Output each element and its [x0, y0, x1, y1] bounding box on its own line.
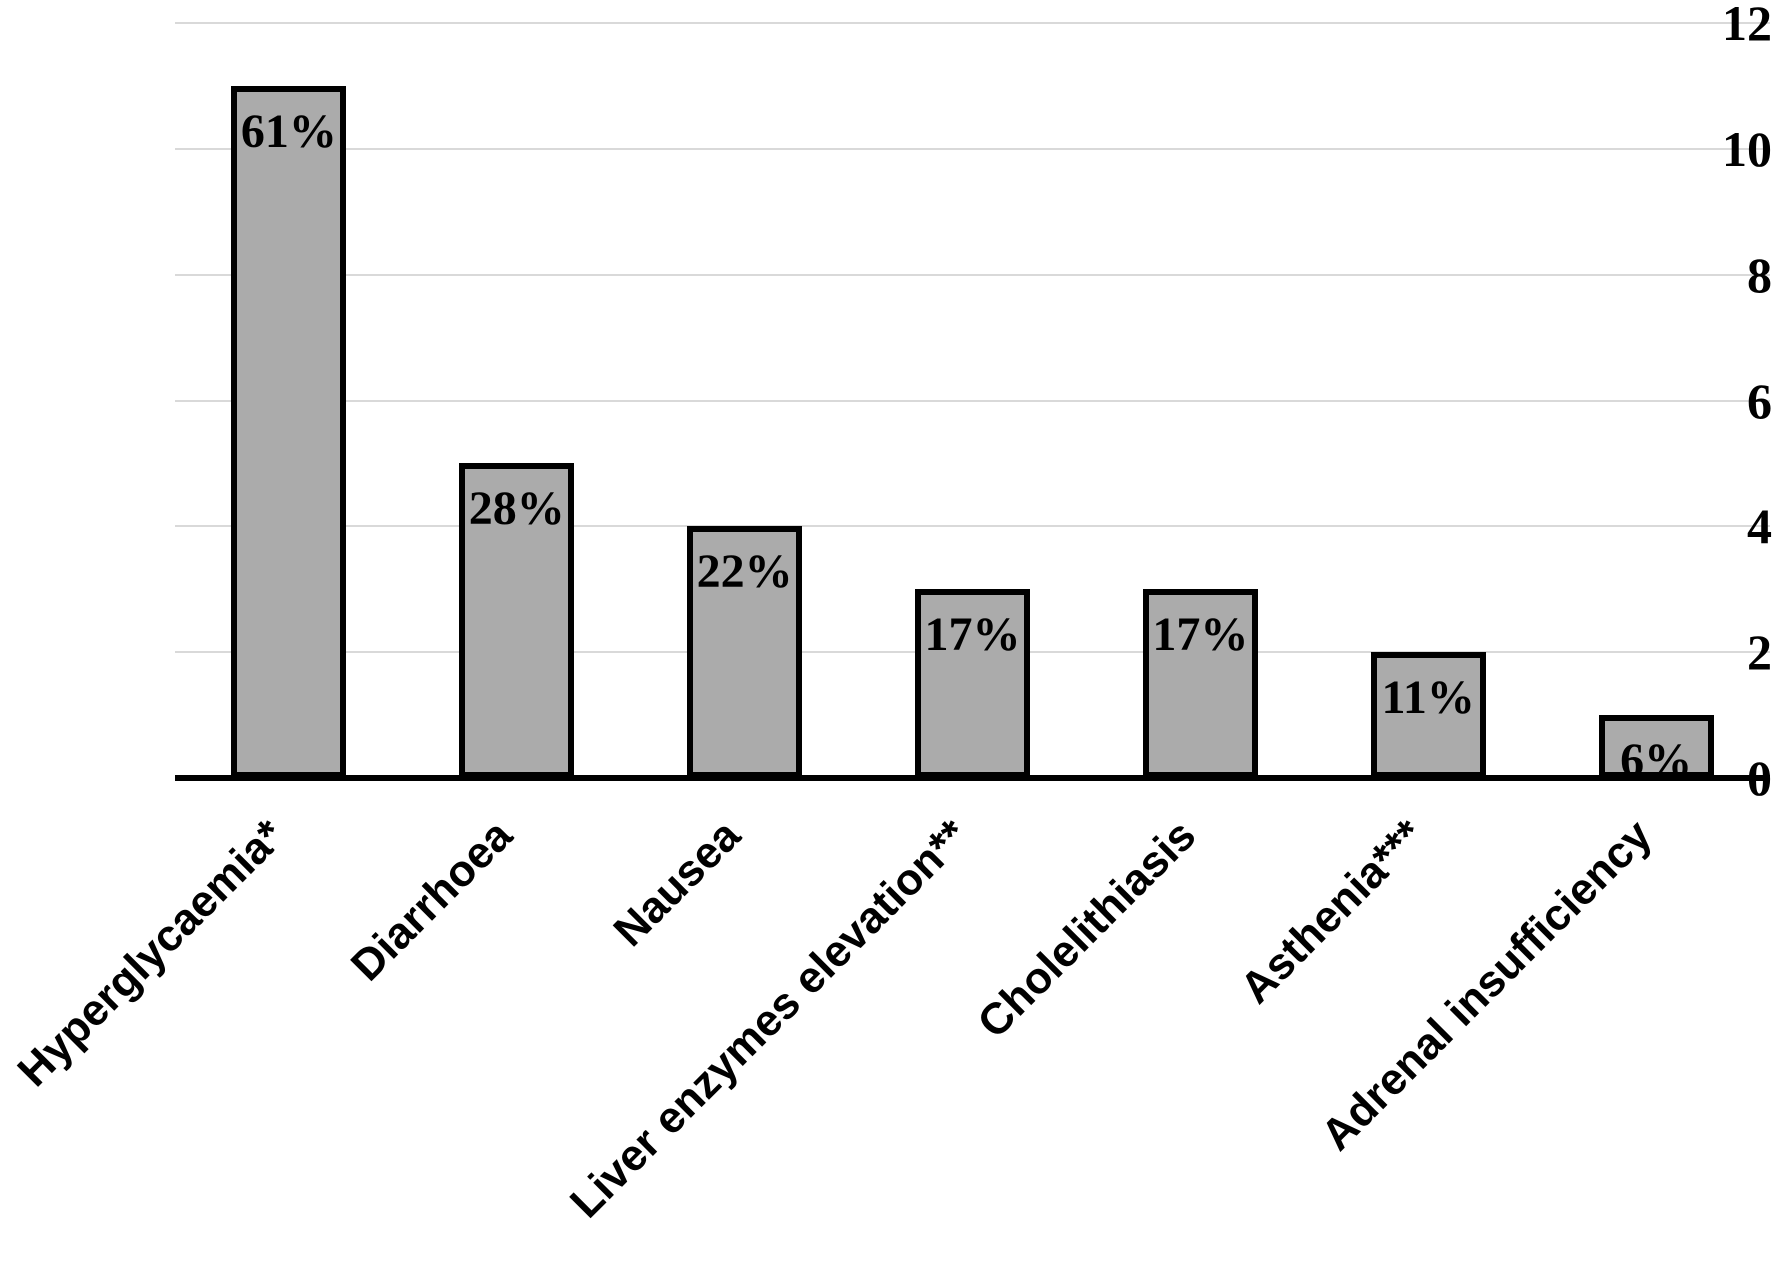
- x-category-label: Nausea: [604, 810, 750, 956]
- bar-value-label: 28%: [468, 482, 565, 536]
- x-axis-line: [175, 775, 1770, 781]
- bar-3: 22%: [687, 526, 803, 778]
- plot-area: 61% 28% 22% 17% 17% 11% 6%: [175, 0, 1770, 785]
- x-category-label: Asthenia***: [1231, 810, 1434, 1013]
- x-category-label: Cholelithiasis: [968, 810, 1206, 1048]
- bar-value-label: 17%: [924, 608, 1021, 662]
- y-tick-label: 2: [1747, 624, 1772, 681]
- bar-2: 28%: [459, 463, 575, 778]
- bar-1: 61%: [231, 85, 347, 778]
- y-tick-label: 0: [1747, 750, 1772, 806]
- x-category-label: Diarrhoea: [342, 810, 523, 991]
- bar-value-label: 61%: [240, 104, 337, 158]
- bar-4: 17%: [915, 589, 1030, 778]
- x-category-label: Hyperglycaemia*: [8, 810, 295, 1097]
- bar-value-label: 11%: [1381, 671, 1475, 725]
- bar-value-label: 17%: [1152, 608, 1249, 662]
- x-category-label: Liver enzymes elevation**: [560, 810, 978, 1228]
- y-tick-label: 4: [1747, 498, 1772, 555]
- y-tick-label: 8: [1747, 246, 1772, 303]
- bar-6: 11%: [1370, 652, 1486, 778]
- gridline: [175, 273, 1770, 276]
- gridline: [175, 147, 1770, 150]
- y-tick-label: 6: [1747, 372, 1772, 429]
- gridline: [175, 525, 1770, 528]
- y-tick-label: 10: [1722, 120, 1772, 177]
- bar-5: 17%: [1142, 589, 1258, 778]
- bar-value-label: 22%: [696, 545, 793, 599]
- gridline: [175, 22, 1770, 24]
- gridline: [175, 399, 1770, 402]
- y-tick-label: 12: [1722, 0, 1772, 51]
